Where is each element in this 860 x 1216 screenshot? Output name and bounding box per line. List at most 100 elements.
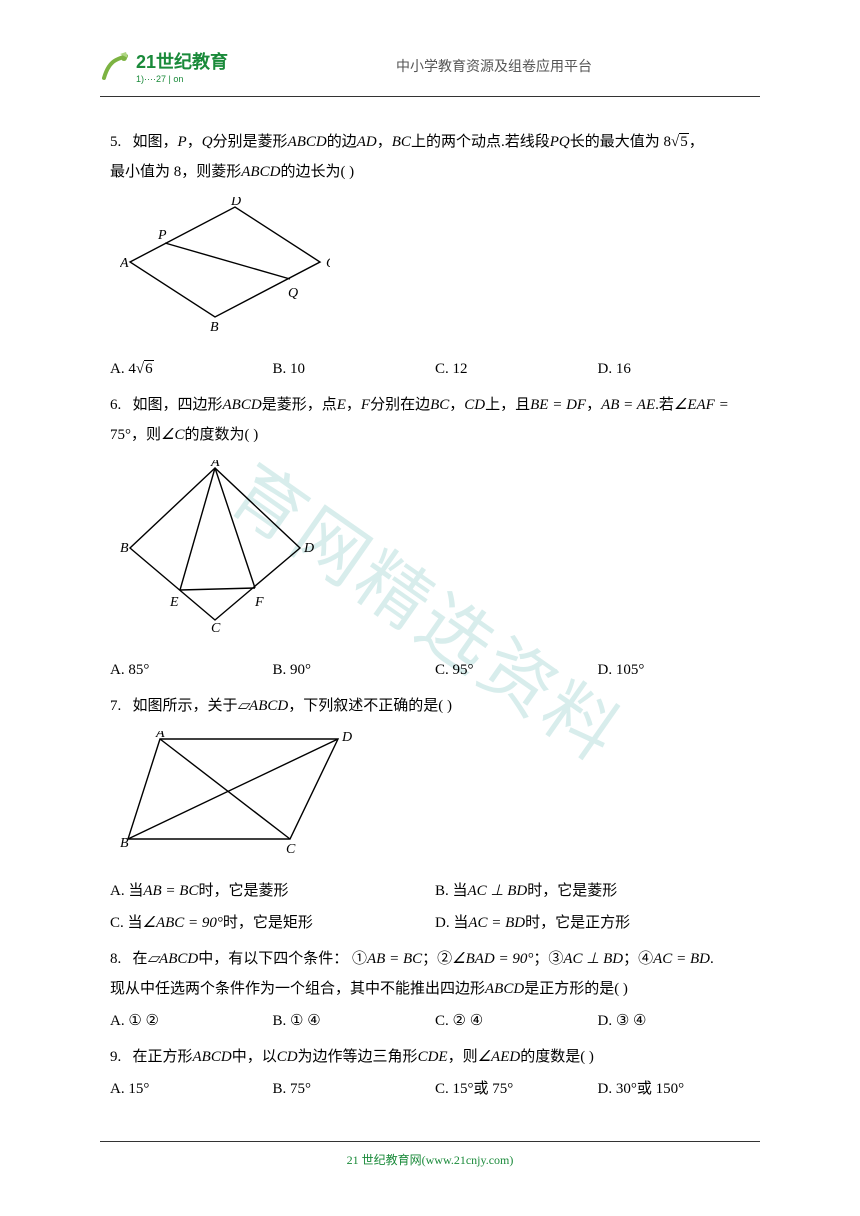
q8-eq1: = [385,951,403,967]
q9-num: 9. [110,1049,121,1065]
q9-optD: D. 30°或 150° [598,1074,761,1104]
q6-eq3: = [715,397,729,413]
q6-t1: 如图，四边形 [133,397,223,413]
q8-optC: C. ② ④ [435,1006,598,1036]
q9-text: 9. 在正方形ABCD中，以CD为边作等边三角形CDE，则∠AED的度数是( ) [110,1042,760,1072]
question-8: 8. 在▱ABCD中，有以下四个条件： ①AB = BC；②∠BAD = 90°… [110,944,760,1036]
q7-t2: ，下列叙述不正确的是( ) [288,698,452,714]
q5-optA-lbl: A. [110,361,128,377]
q8-t5: ；④ [623,951,653,967]
q8-BD: BD [603,951,623,967]
q7-optB-perp: ⊥ [487,883,508,899]
q5-diagram: A B C D P Q [120,197,330,333]
q5-t8: ， [689,134,704,150]
q7-optD-eq: = [488,915,506,931]
q7-optD-a: D. 当 [435,915,468,931]
svg-text:A: A [155,731,165,741]
q5-t7: 长的最大值为 [570,134,664,150]
q5-Q: Q [202,134,213,150]
q7-optA: A. 当AB = BC时，它是菱形 [110,876,435,906]
q7-optA-BC: BC [179,883,198,899]
q7-optC-ABC: ∠ABC [143,915,185,931]
q7-optB-a: B. 当 [435,883,468,899]
q9-optB: B. 75° [273,1074,436,1104]
q8-eq2: = [672,951,690,967]
q9-AED: ∠AED [478,1049,521,1065]
svg-text:A: A [210,460,220,470]
question-6: 6. 如图，四边形ABCD是菱形，点E，F分别在边BC，CD上，且BE = DF… [110,390,760,685]
q9-CDE: CDE [418,1049,448,1065]
q5-t5: ， [377,134,392,150]
q6-t5: ， [449,397,464,413]
q7-optC-deg: = 90° [184,915,223,931]
svg-text:P: P [157,228,167,243]
q6-BE: BE [530,397,548,413]
q5-figure: A B C D P Q [120,197,760,344]
svg-text:B: B [120,541,129,556]
q8-BC: BC [403,951,422,967]
q8-t3: ；② [422,951,452,967]
q6-t3: ， [346,397,361,413]
q6-t8: .若 [655,397,674,413]
q6-optC: C. 95° [435,655,598,685]
logo-icon [100,50,132,82]
q6-F: F [361,397,370,413]
q6-l2a: 75°，则 [110,427,161,443]
q8-t6: . [710,951,714,967]
q7-optA-b: 时，它是菱形 [198,883,288,899]
svg-text:D: D [341,731,352,745]
q8-t4: ；③ [533,951,563,967]
q5-optA-s: 6 [144,360,154,377]
q6-diagram: A B C D E F [120,460,320,634]
q8-text: 8. 在▱ABCD中，有以下四个条件： ①AB = BC；②∠BAD = 90°… [110,944,760,1004]
q6-E: E [337,397,346,413]
footer-url: www.21cnjy.com [426,1153,510,1167]
logo-subtext: 1)····27 | on [136,74,228,84]
svg-text:A: A [120,256,129,271]
q9-t1: 在正方形 [133,1049,193,1065]
page-header: 21世纪教育 1)····27 | on 中小学教育资源及组卷应用平台 [0,0,860,92]
q6-num: 6. [110,397,121,413]
q8-options: A. ① ② B. ① ④ C. ② ④ D. ③ ④ [110,1006,760,1036]
svg-text:C: C [286,842,296,855]
q8-num: 8. [110,951,121,967]
svg-text:D: D [230,197,241,209]
q5-t4: 的边 [327,134,357,150]
q6-options: A. 85° B. 90° C. 95° D. 105° [110,655,760,685]
q8-ABCD: ▱ABCD [148,951,199,967]
q7-t1: 如图所示，关于 [133,698,238,714]
header-title: 中小学教育资源及组卷应用平台 [228,56,760,76]
q7-options: A. 当AB = BC时，它是菱形 B. 当AC ⊥ BD时，它是菱形 C. 当… [110,876,760,938]
q5-sqrt5: 5 [679,133,689,150]
q8-deg: = 90° [495,951,534,967]
svg-text:F: F [254,595,264,610]
q8-optA: A. ① ② [110,1006,273,1036]
svg-text:E: E [169,595,179,610]
q8-l2: 现从中任选两个条件作为一个组合，其中不能推出四边形 [110,981,485,997]
q6-t6: 上，且 [485,397,530,413]
page-content: 5. 如图，P，Q分别是菱形ABCD的边AD，BC上的两个动点.若线段PQ长的最… [0,97,860,1130]
q5-l2b: 的边长为( ) [280,164,354,180]
q7-optB: B. 当AC ⊥ BD时，它是菱形 [435,876,760,906]
q5-l2a: 最小值为 8，则菱形 [110,164,241,180]
q5-ABCD: ABCD [288,134,327,150]
q5-ABCD2: ABCD [241,164,280,180]
q7-optD-b: 时，它是正方形 [525,915,630,931]
q8-l2b: 是正方形的是( ) [524,981,628,997]
q8-optB: B. ① ④ [273,1006,436,1036]
q8-perp: ⊥ [583,951,604,967]
q5-t1: 如图， [133,134,178,150]
q9-optC: C. 15°或 75° [435,1074,598,1104]
svg-text:D: D [303,541,314,556]
q8-BD2: BD [690,951,710,967]
q6-optD: D. 105° [598,655,761,685]
q6-EAF: ∠EAF [674,397,715,413]
q7-optD: D. 当AC = BD时，它是正方形 [435,908,760,938]
q8-t2: 中，有以下四个条件： ① [198,951,367,967]
q5-optD: D. 16 [598,354,761,384]
q5-num: 5. [110,134,121,150]
q7-optB-AC: AC [468,883,487,899]
q7-optA-eq: = [162,883,180,899]
q5-optA-v: 4 [128,361,136,377]
q6-ABCD: ABCD [223,397,262,413]
